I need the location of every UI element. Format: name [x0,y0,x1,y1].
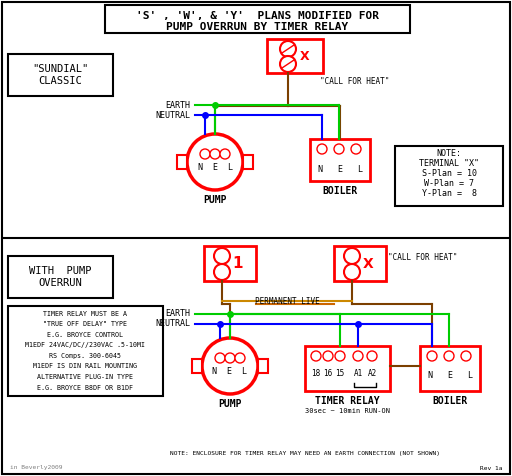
Circle shape [280,41,296,57]
Text: N   E   L: N E L [317,165,362,173]
Text: "TRUE OFF DELAY" TYPE: "TRUE OFF DELAY" TYPE [43,321,127,327]
Text: PERMANENT LIVE: PERMANENT LIVE [255,297,320,306]
Bar [243,155,253,169]
Text: RS Comps. 300-6045: RS Comps. 300-6045 [49,353,121,359]
Text: A2: A2 [368,368,377,377]
Circle shape [367,351,377,361]
Text: TIMER RELAY MUST BE A: TIMER RELAY MUST BE A [43,311,127,317]
Text: M1EDF IS DIN RAIL MOUNTING: M1EDF IS DIN RAIL MOUNTING [33,364,137,369]
Bar [267,39,323,73]
Text: E.G. BROYCE CONTROL: E.G. BROYCE CONTROL [47,332,123,338]
Circle shape [323,351,333,361]
Text: "CALL FOR HEAT": "CALL FOR HEAT" [388,254,457,262]
Circle shape [235,353,245,363]
Text: "SUNDIAL"
CLASSIC: "SUNDIAL" CLASSIC [32,64,88,86]
Circle shape [344,264,360,280]
Text: 15: 15 [335,368,345,377]
Circle shape [353,351,363,361]
Circle shape [461,351,471,361]
Circle shape [311,351,321,361]
Bar [395,146,503,206]
Text: Rev 1a: Rev 1a [480,466,502,470]
Text: in Beverly2009: in Beverly2009 [10,466,62,470]
Text: X: X [300,50,310,62]
Bar [305,346,390,391]
Text: N  E  L: N E L [212,367,247,376]
Text: EARTH: EARTH [165,100,190,109]
Text: PUMP: PUMP [203,195,227,205]
Circle shape [214,264,230,280]
Bar [8,256,113,298]
Bar [420,346,480,391]
Circle shape [335,351,345,361]
Circle shape [351,144,361,154]
Circle shape [200,149,210,159]
Circle shape [280,56,296,72]
Text: A1: A1 [353,368,362,377]
Text: NEUTRAL: NEUTRAL [155,319,190,328]
Text: ALTERNATIVE PLUG-IN TYPE: ALTERNATIVE PLUG-IN TYPE [37,374,133,380]
Text: NOTE:: NOTE: [437,149,461,159]
Circle shape [427,351,437,361]
Text: TIMER RELAY: TIMER RELAY [315,396,380,406]
Text: PUMP OVERRUN BY TIMER RELAY: PUMP OVERRUN BY TIMER RELAY [166,22,348,32]
Bar [258,359,268,373]
Text: "CALL FOR HEAT": "CALL FOR HEAT" [320,78,389,87]
Bar [105,5,410,33]
Bar [8,306,163,396]
Bar [204,246,256,281]
Text: N  E  L: N E L [198,162,232,171]
Text: Y-Plan =  8: Y-Plan = 8 [421,189,477,198]
Text: S-Plan = 10: S-Plan = 10 [421,169,477,178]
Text: NEUTRAL: NEUTRAL [155,110,190,119]
Text: 1: 1 [233,257,243,271]
Bar [334,246,386,281]
Text: 18: 18 [311,368,321,377]
Text: 'S' , 'W', & 'Y'  PLANS MODIFIED FOR: 'S' , 'W', & 'Y' PLANS MODIFIED FOR [136,11,378,21]
Text: 30sec ~ 10min RUN-ON: 30sec ~ 10min RUN-ON [305,408,390,414]
Bar [8,54,113,96]
Circle shape [187,134,243,190]
Circle shape [215,353,225,363]
Text: BOILER: BOILER [432,396,467,406]
Text: TERMINAL "X": TERMINAL "X" [419,159,479,169]
Circle shape [214,248,230,264]
Bar [310,139,370,181]
Text: M1EDF 24VAC/DC//230VAC .5-10MI: M1EDF 24VAC/DC//230VAC .5-10MI [25,343,145,348]
Bar [177,155,187,169]
Circle shape [344,248,360,264]
Text: N   E   L: N E L [428,371,473,380]
Circle shape [317,144,327,154]
Bar [192,359,202,373]
Text: 16: 16 [324,368,333,377]
Circle shape [202,338,258,394]
Text: EARTH: EARTH [165,309,190,318]
Circle shape [334,144,344,154]
Text: E.G. BROYCE B8DF OR B1DF: E.G. BROYCE B8DF OR B1DF [37,385,133,390]
Text: PUMP: PUMP [218,399,242,409]
Text: W-Plan = 7: W-Plan = 7 [424,179,474,188]
Circle shape [225,353,235,363]
Text: WITH  PUMP
OVERRUN: WITH PUMP OVERRUN [29,266,91,288]
Circle shape [210,149,220,159]
Circle shape [444,351,454,361]
Text: NOTE: ENCLOSURE FOR TIMER RELAY MAY NEED AN EARTH CONNECTION (NOT SHOWN): NOTE: ENCLOSURE FOR TIMER RELAY MAY NEED… [170,452,440,456]
Circle shape [220,149,230,159]
Text: X: X [362,257,373,271]
Text: BOILER: BOILER [323,186,357,196]
